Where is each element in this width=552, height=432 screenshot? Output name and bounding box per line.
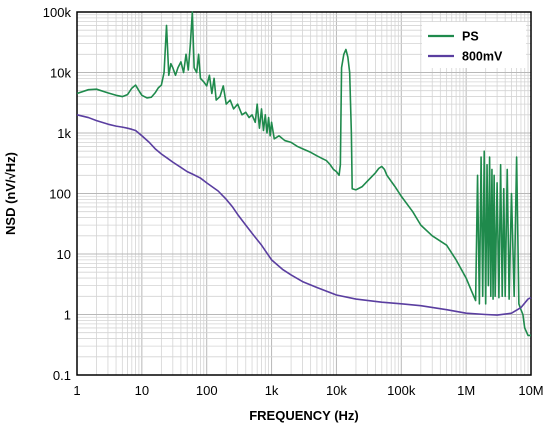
legend-box	[422, 22, 526, 68]
y-axis-label: NSD (nV/√Hz)	[3, 152, 18, 235]
x-tick-label: 10k	[326, 383, 347, 398]
x-tick-labels: 1 10 100 1k 10k 100k 1M 10M	[73, 383, 543, 398]
x-axis-label: FREQUENCY (Hz)	[249, 408, 359, 423]
y-tick-label: 10k	[50, 66, 71, 81]
plot-frame	[76, 11, 532, 376]
x-tick-label: 10M	[518, 383, 543, 398]
x-tick-label: 1M	[457, 383, 475, 398]
x-tick-label: 1k	[265, 383, 279, 398]
x-tick-label: 100k	[387, 383, 416, 398]
x-tick-label: 100	[196, 383, 218, 398]
legend-label: 800mV	[462, 50, 503, 64]
y-tick-label: 0.1	[53, 368, 71, 383]
series-layer	[76, 11, 532, 337]
y-tick-label: 100	[49, 187, 71, 202]
y-tick-label: 10	[57, 247, 71, 262]
y-tick-labels: 0.1 1 10 100 1k 10k 100k	[43, 5, 72, 383]
y-tick-label: 1k	[57, 126, 71, 141]
y-tick-label: 1	[64, 308, 71, 323]
x-tick-label: 10	[135, 383, 149, 398]
grid-lines	[76, 12, 531, 376]
legend: PS 800mV	[422, 22, 526, 68]
series-line-800mv	[76, 114, 532, 316]
legend-label: PS	[462, 30, 479, 44]
y-tick-label: 100k	[43, 5, 72, 20]
x-tick-label: 1	[73, 383, 80, 398]
series-line-ps	[76, 11, 531, 337]
